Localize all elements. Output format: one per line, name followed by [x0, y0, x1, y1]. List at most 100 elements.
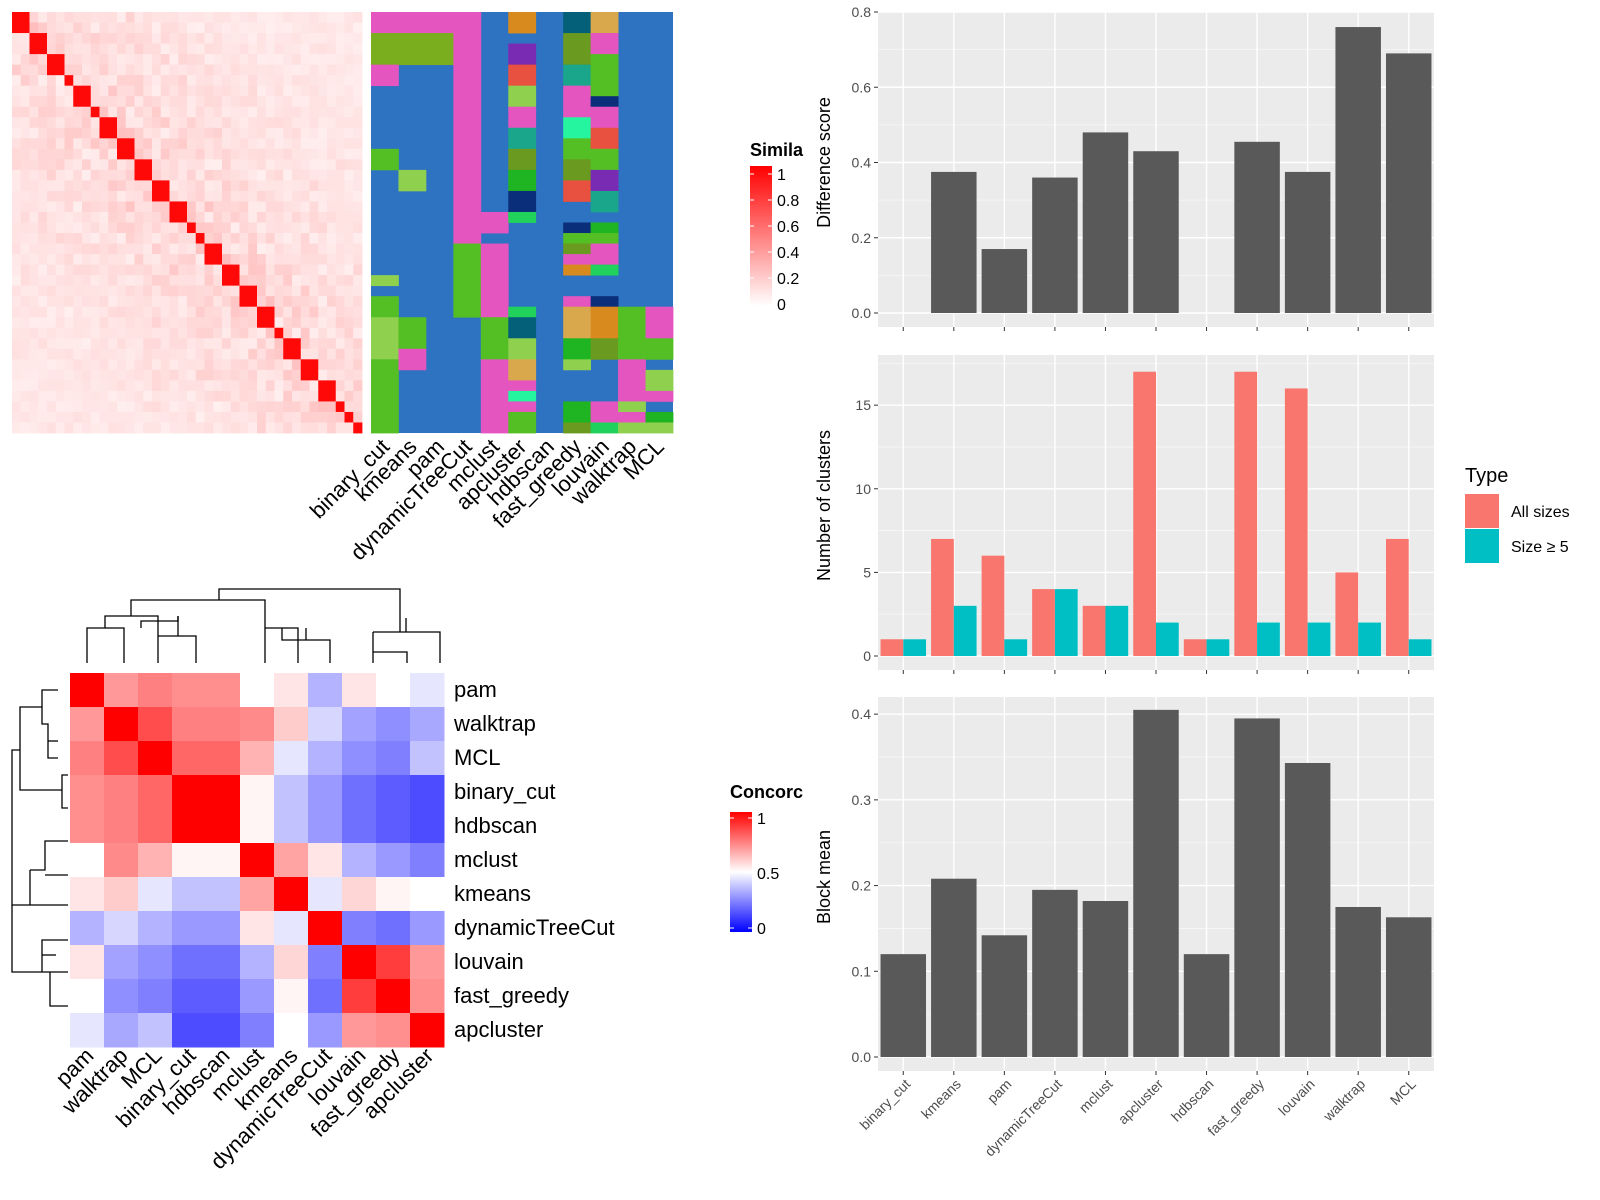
- similarity-cell: [283, 317, 293, 329]
- similarity-cell: [117, 180, 127, 192]
- concordance-cell: [138, 843, 173, 878]
- similarity-cell: [73, 369, 83, 381]
- similarity-cell: [230, 159, 240, 171]
- similarity-cell: [213, 12, 223, 23]
- similarity-cell: [344, 138, 354, 150]
- similarity-cell: [117, 148, 127, 160]
- similarity-cell: [248, 359, 258, 371]
- column-dendrogram-branch: [264, 627, 331, 663]
- similarity-cell: [187, 85, 197, 97]
- similarity-cell: [222, 285, 232, 297]
- similarity-cell: [335, 12, 345, 23]
- concordance-row-label: dynamicTreeCut: [454, 915, 615, 940]
- similarity-cell: [64, 127, 74, 139]
- similarity-cell: [90, 148, 100, 160]
- similarity-cell: [274, 211, 284, 223]
- similarity-cell: [55, 33, 65, 44]
- similarity-cell: [248, 254, 258, 266]
- similarity-cell: [152, 222, 162, 234]
- similarity-cell: [152, 127, 162, 139]
- similarity-cell: [29, 327, 39, 339]
- similarity-cell: [309, 264, 319, 276]
- similarity-cell: [64, 33, 74, 44]
- concordance-cell: [70, 741, 105, 776]
- similarity-cell: [195, 285, 205, 297]
- similarity-cell: [353, 243, 363, 255]
- bar: [880, 639, 904, 656]
- similarity-cell: [82, 401, 92, 413]
- similarity-cell: [213, 117, 223, 129]
- similarity-cell: [335, 33, 345, 44]
- bar: [1234, 371, 1258, 656]
- similarity-cell: [230, 254, 240, 266]
- similarity-cell: [125, 306, 135, 318]
- assignment-cell: [508, 338, 537, 360]
- similarity-cell: [90, 348, 100, 360]
- similarity-cell: [274, 180, 284, 192]
- concordance-legend-title: Concorc: [730, 782, 803, 802]
- similarity-cell: [29, 127, 39, 139]
- similarity-cell: [64, 296, 74, 308]
- similarity-cell: [318, 296, 328, 308]
- similarity-cell: [29, 317, 39, 329]
- similarity-cell: [195, 85, 205, 97]
- similarity-cell: [265, 254, 275, 266]
- similarity-cell: [29, 43, 39, 55]
- similarity-cell: [152, 411, 162, 423]
- similarity-cell: [335, 117, 345, 129]
- similarity-cell: [117, 75, 127, 87]
- similarity-cell: [90, 233, 100, 244]
- similarity-cell: [248, 148, 258, 160]
- similarity-cell: [292, 401, 302, 413]
- similarity-cell: [187, 422, 197, 434]
- similarity-cell: [353, 254, 363, 266]
- similarity-cell: [204, 422, 214, 434]
- similarity-cell: [143, 12, 153, 23]
- similarity-cell: [47, 22, 57, 34]
- similarity-cell: [195, 127, 205, 139]
- concordance-row-label: walktrap: [453, 711, 536, 736]
- similarity-cell: [265, 348, 275, 360]
- similarity-cell: [292, 411, 302, 423]
- similarity-cell: [55, 401, 65, 413]
- concordance-cell: [376, 945, 411, 980]
- similarity-cell: [318, 380, 328, 392]
- similarity-cell: [195, 401, 205, 413]
- similarity-cell: [344, 348, 354, 360]
- assignment-cell: [563, 401, 592, 423]
- similarity-cell: [204, 159, 214, 171]
- similarity-cell: [222, 190, 232, 202]
- similarity-cell: [90, 222, 100, 234]
- similarity-cell: [213, 180, 223, 192]
- similarity-cell: [134, 222, 144, 234]
- similarity-cell: [152, 233, 162, 244]
- similarity-cell: [318, 85, 328, 97]
- similarity-cell: [239, 54, 249, 66]
- similarity-cell: [292, 306, 302, 318]
- similarity-cell: [292, 222, 302, 234]
- similarity-cell: [257, 306, 267, 318]
- similarity-cell: [143, 275, 153, 287]
- row-dendrogram-branch: [41, 689, 58, 759]
- similarity-cell: [99, 285, 109, 297]
- similarity-cell: [344, 127, 354, 139]
- assignment-cell: [563, 106, 592, 118]
- similarity-cell: [143, 359, 153, 371]
- similarity-cell: [265, 33, 275, 44]
- assignment-cell: [590, 422, 619, 434]
- similarity-cell: [169, 285, 179, 297]
- concordance-cell: [308, 911, 343, 946]
- similarity-cell: [353, 117, 363, 129]
- similarity-cell: [195, 359, 205, 371]
- similarity-cell: [265, 180, 275, 192]
- similarity-cell: [117, 359, 127, 371]
- similarity-cell: [248, 317, 258, 329]
- concordance-cell: [308, 979, 343, 1014]
- similarity-cell: [283, 222, 293, 234]
- similarity-cell: [318, 348, 328, 360]
- similarity-cell: [257, 254, 267, 266]
- similarity-cell: [90, 306, 100, 318]
- similarity-cell: [125, 148, 135, 160]
- similarity-cell: [99, 359, 109, 371]
